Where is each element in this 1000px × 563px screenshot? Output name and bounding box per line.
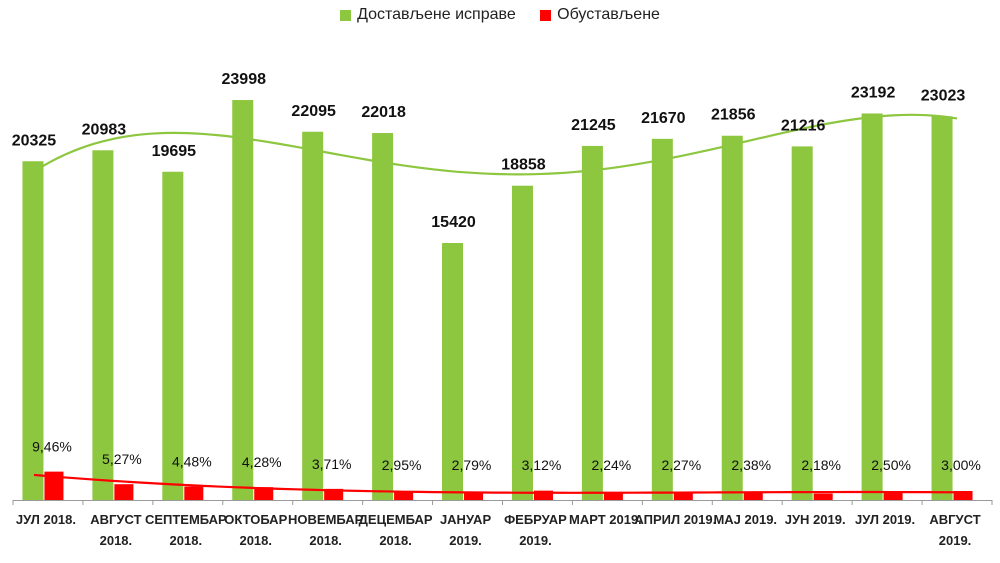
legend-label-suspended: Обустављене [557,6,660,23]
red-bar [184,486,204,500]
green-data-label: 20983 [82,121,127,138]
x-tick-label: МАРТ 2019. [569,512,642,527]
green-data-label: 22018 [361,104,406,121]
red-bar [394,491,414,500]
chart-legend: Достављене исправе Обустављене [0,6,1000,26]
green-data-label: 18858 [501,157,546,174]
red-data-label: 4,28% [242,454,282,470]
green-data-label: 21245 [571,117,616,134]
red-data-label: 3,12% [522,457,562,473]
red-bar [533,490,553,500]
red-data-label: 2,24% [592,457,632,473]
x-tick-label: НОВЕМБАР [288,512,364,527]
red-data-label: 2,95% [382,457,422,473]
green-bar [931,116,953,501]
x-tick-label: СЕПТЕМБАР [145,512,227,527]
x-tick-label: АПРИЛ 2019. [634,512,716,527]
red-data-label: 3,00% [941,457,981,473]
x-tick-label: 2018. [239,533,272,548]
x-tick-label: АВГУСТ [929,512,980,527]
x-tick-label: 2019. [519,533,552,548]
x-tick-label: АВГУСТ [90,512,141,527]
green-bar [791,146,813,500]
x-tick-label: ЈУН 2019. [785,512,846,527]
green-bar [162,171,184,500]
green-bar [232,100,254,501]
x-tick-label: ЈАНУАР [440,512,492,527]
x-tick-label: МАЈ 2019. [713,512,777,527]
green-bar [372,133,394,501]
red-bar [883,492,903,500]
x-tick-label: ДЕЦЕМБАР [359,512,433,527]
green-data-label: 21216 [781,117,826,134]
red-bar [44,471,64,500]
red-bar [673,493,693,500]
green-trendline [33,113,958,176]
x-tick-label: ОКТОБАР [224,512,287,527]
red-data-label: 4,48% [172,454,212,470]
green-data-label: 19695 [152,143,197,160]
red-bar [603,493,623,500]
red-bar [813,493,833,500]
green-bar [861,113,883,500]
green-data-label: 21670 [641,110,686,127]
red-data-label: 2,50% [871,457,911,473]
x-tick-label: 2018. [379,533,412,548]
green-bar [92,150,114,501]
red-bar [254,487,274,500]
green-data-label: 23023 [921,87,966,104]
red-data-label: 9,46% [32,439,72,455]
green-bar [651,138,673,501]
red-bar [743,492,763,500]
legend-item-suspended: Обустављене [540,6,660,24]
green-data-label: 23998 [222,71,267,88]
green-bar [22,161,44,500]
green-bar [442,243,464,500]
x-tick-label: ФЕБРУАР [504,512,567,527]
red-data-label: 2,27% [661,457,701,473]
legend-swatch-green [340,9,352,21]
red-trendline [33,473,958,494]
x-tick-label: ЈУЛ 2018. [16,512,76,527]
x-tick-label: 2019. [449,533,482,548]
green-data-label: 15420 [431,214,476,231]
legend-label-delivered: Достављене исправе [357,6,516,23]
red-bar [114,484,134,500]
green-bar [721,135,743,500]
green-bar [302,131,324,500]
red-data-label: 2,38% [731,457,771,473]
red-bar [324,488,344,500]
legend-swatch-red [540,9,552,21]
red-data-label: 5,27% [102,451,142,467]
green-data-label: 20325 [12,132,57,149]
green-data-label: 21856 [711,107,756,124]
red-bar [464,491,484,500]
x-tick-label: ЈУЛ 2019. [855,512,915,527]
red-data-label: 2,79% [452,457,492,473]
legend-item-delivered: Достављене исправе [340,6,516,24]
green-bar [581,145,603,500]
x-tick-label: 2018. [309,533,342,548]
green-data-label: 23192 [851,84,896,101]
red-data-label: 3,71% [312,456,352,472]
green-bar [511,185,533,500]
x-tick-label: 2019. [939,533,972,548]
green-data-label: 22095 [291,103,336,120]
x-tick-label: 2018. [100,533,133,548]
red-data-label: 2,18% [801,457,841,473]
x-tick-label: 2018. [170,533,203,548]
red-bar [953,491,973,500]
